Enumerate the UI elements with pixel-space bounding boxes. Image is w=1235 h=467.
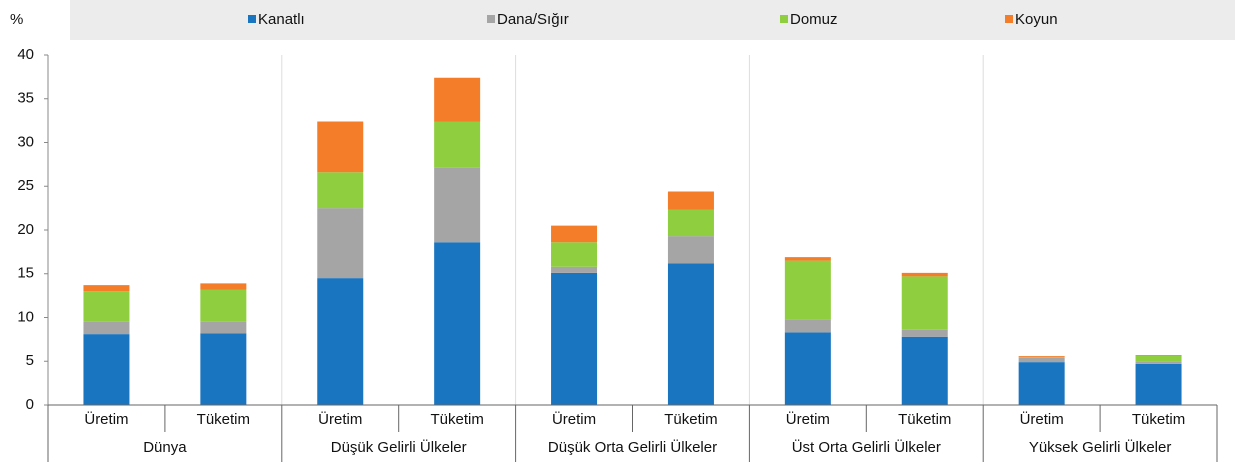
x-tick-label: Üretim — [552, 410, 596, 428]
y-tick-label: 5 — [26, 352, 34, 369]
bar-segment — [551, 272, 598, 405]
bar-segment — [1135, 363, 1182, 405]
y-tick-label: 25 — [17, 177, 34, 194]
bar-segment — [901, 276, 948, 330]
legend-label: Dana/Sığır — [497, 11, 569, 28]
y-axis-label: % — [10, 11, 23, 28]
group-label: Düşük Gelirli Ülkeler — [331, 438, 467, 456]
x-tick-label: Tüketim — [664, 411, 717, 428]
y-tick-label: 0 — [26, 396, 34, 413]
bar-segment — [200, 321, 247, 334]
bar-segment — [901, 329, 948, 337]
bar-segment — [901, 336, 948, 405]
bar-segment — [551, 242, 598, 267]
bar-segment — [1018, 362, 1065, 405]
bar-segment — [1135, 361, 1182, 364]
y-tick-label: 40 — [17, 46, 34, 63]
bar-segment — [200, 289, 247, 322]
group-label: Dünya — [143, 439, 187, 456]
bar-segment — [667, 236, 714, 264]
y-tick-label: 35 — [17, 90, 34, 107]
bar-segment — [784, 319, 831, 333]
bar-segment — [784, 257, 831, 261]
legend-swatch — [487, 15, 495, 23]
bar-segment — [667, 209, 714, 237]
bar-segment — [1135, 355, 1182, 356]
x-tick-label: Üretim — [1020, 410, 1064, 428]
legend-label: Kanatlı — [258, 11, 305, 28]
y-tick-label: 10 — [17, 308, 34, 325]
x-tick-label: Üretim — [84, 410, 128, 428]
legend-label: Domuz — [790, 11, 838, 28]
bar-segment — [434, 121, 481, 168]
bar-segment — [901, 272, 948, 277]
y-tick-label: 30 — [17, 133, 34, 150]
bar-segment — [1135, 356, 1182, 362]
bar-segment — [200, 283, 247, 290]
bar-segment — [317, 172, 364, 209]
legend-swatch — [780, 15, 788, 23]
bar-segment — [317, 208, 364, 279]
group-label: Yüksek Gelirli Ülkeler — [1029, 438, 1172, 456]
bar-segment — [1018, 356, 1065, 358]
bar-segment — [784, 332, 831, 405]
x-tick-label: Tüketim — [898, 411, 951, 428]
group-label: Üst Orta Gelirli Ülkeler — [792, 438, 941, 456]
bar-segment — [434, 77, 481, 122]
bar-segment — [551, 225, 598, 243]
bar-segment — [200, 333, 247, 405]
group-label: Düşük Orta Gelirli Ülkeler — [548, 438, 717, 456]
y-tick-label: 20 — [17, 221, 34, 238]
x-tick-label: Tüketim — [1132, 411, 1185, 428]
bar-segment — [784, 260, 831, 320]
x-tick-label: Tüketim — [197, 411, 250, 428]
legend-label: Koyun — [1015, 11, 1058, 28]
bar-segment — [317, 121, 364, 173]
bar-segment — [434, 167, 481, 243]
legend-swatch — [248, 15, 256, 23]
bar-segment — [1018, 356, 1065, 357]
bar-segment — [83, 285, 130, 292]
bar-segment — [667, 263, 714, 405]
bar-segment — [434, 242, 481, 405]
bar-segment — [667, 191, 714, 210]
x-tick-label: Tüketim — [430, 411, 483, 428]
bar-segment — [83, 334, 130, 405]
x-tick-label: Üretim — [318, 410, 362, 428]
bar-segment — [551, 266, 598, 273]
bar-segment — [83, 321, 130, 335]
bar-segment — [83, 291, 130, 322]
legend-band — [70, 0, 1235, 40]
bar-segment — [317, 278, 364, 405]
x-tick-label: Üretim — [786, 410, 830, 428]
legend-swatch — [1005, 15, 1013, 23]
bar-segment — [1018, 357, 1065, 363]
y-tick-label: 15 — [17, 265, 34, 282]
